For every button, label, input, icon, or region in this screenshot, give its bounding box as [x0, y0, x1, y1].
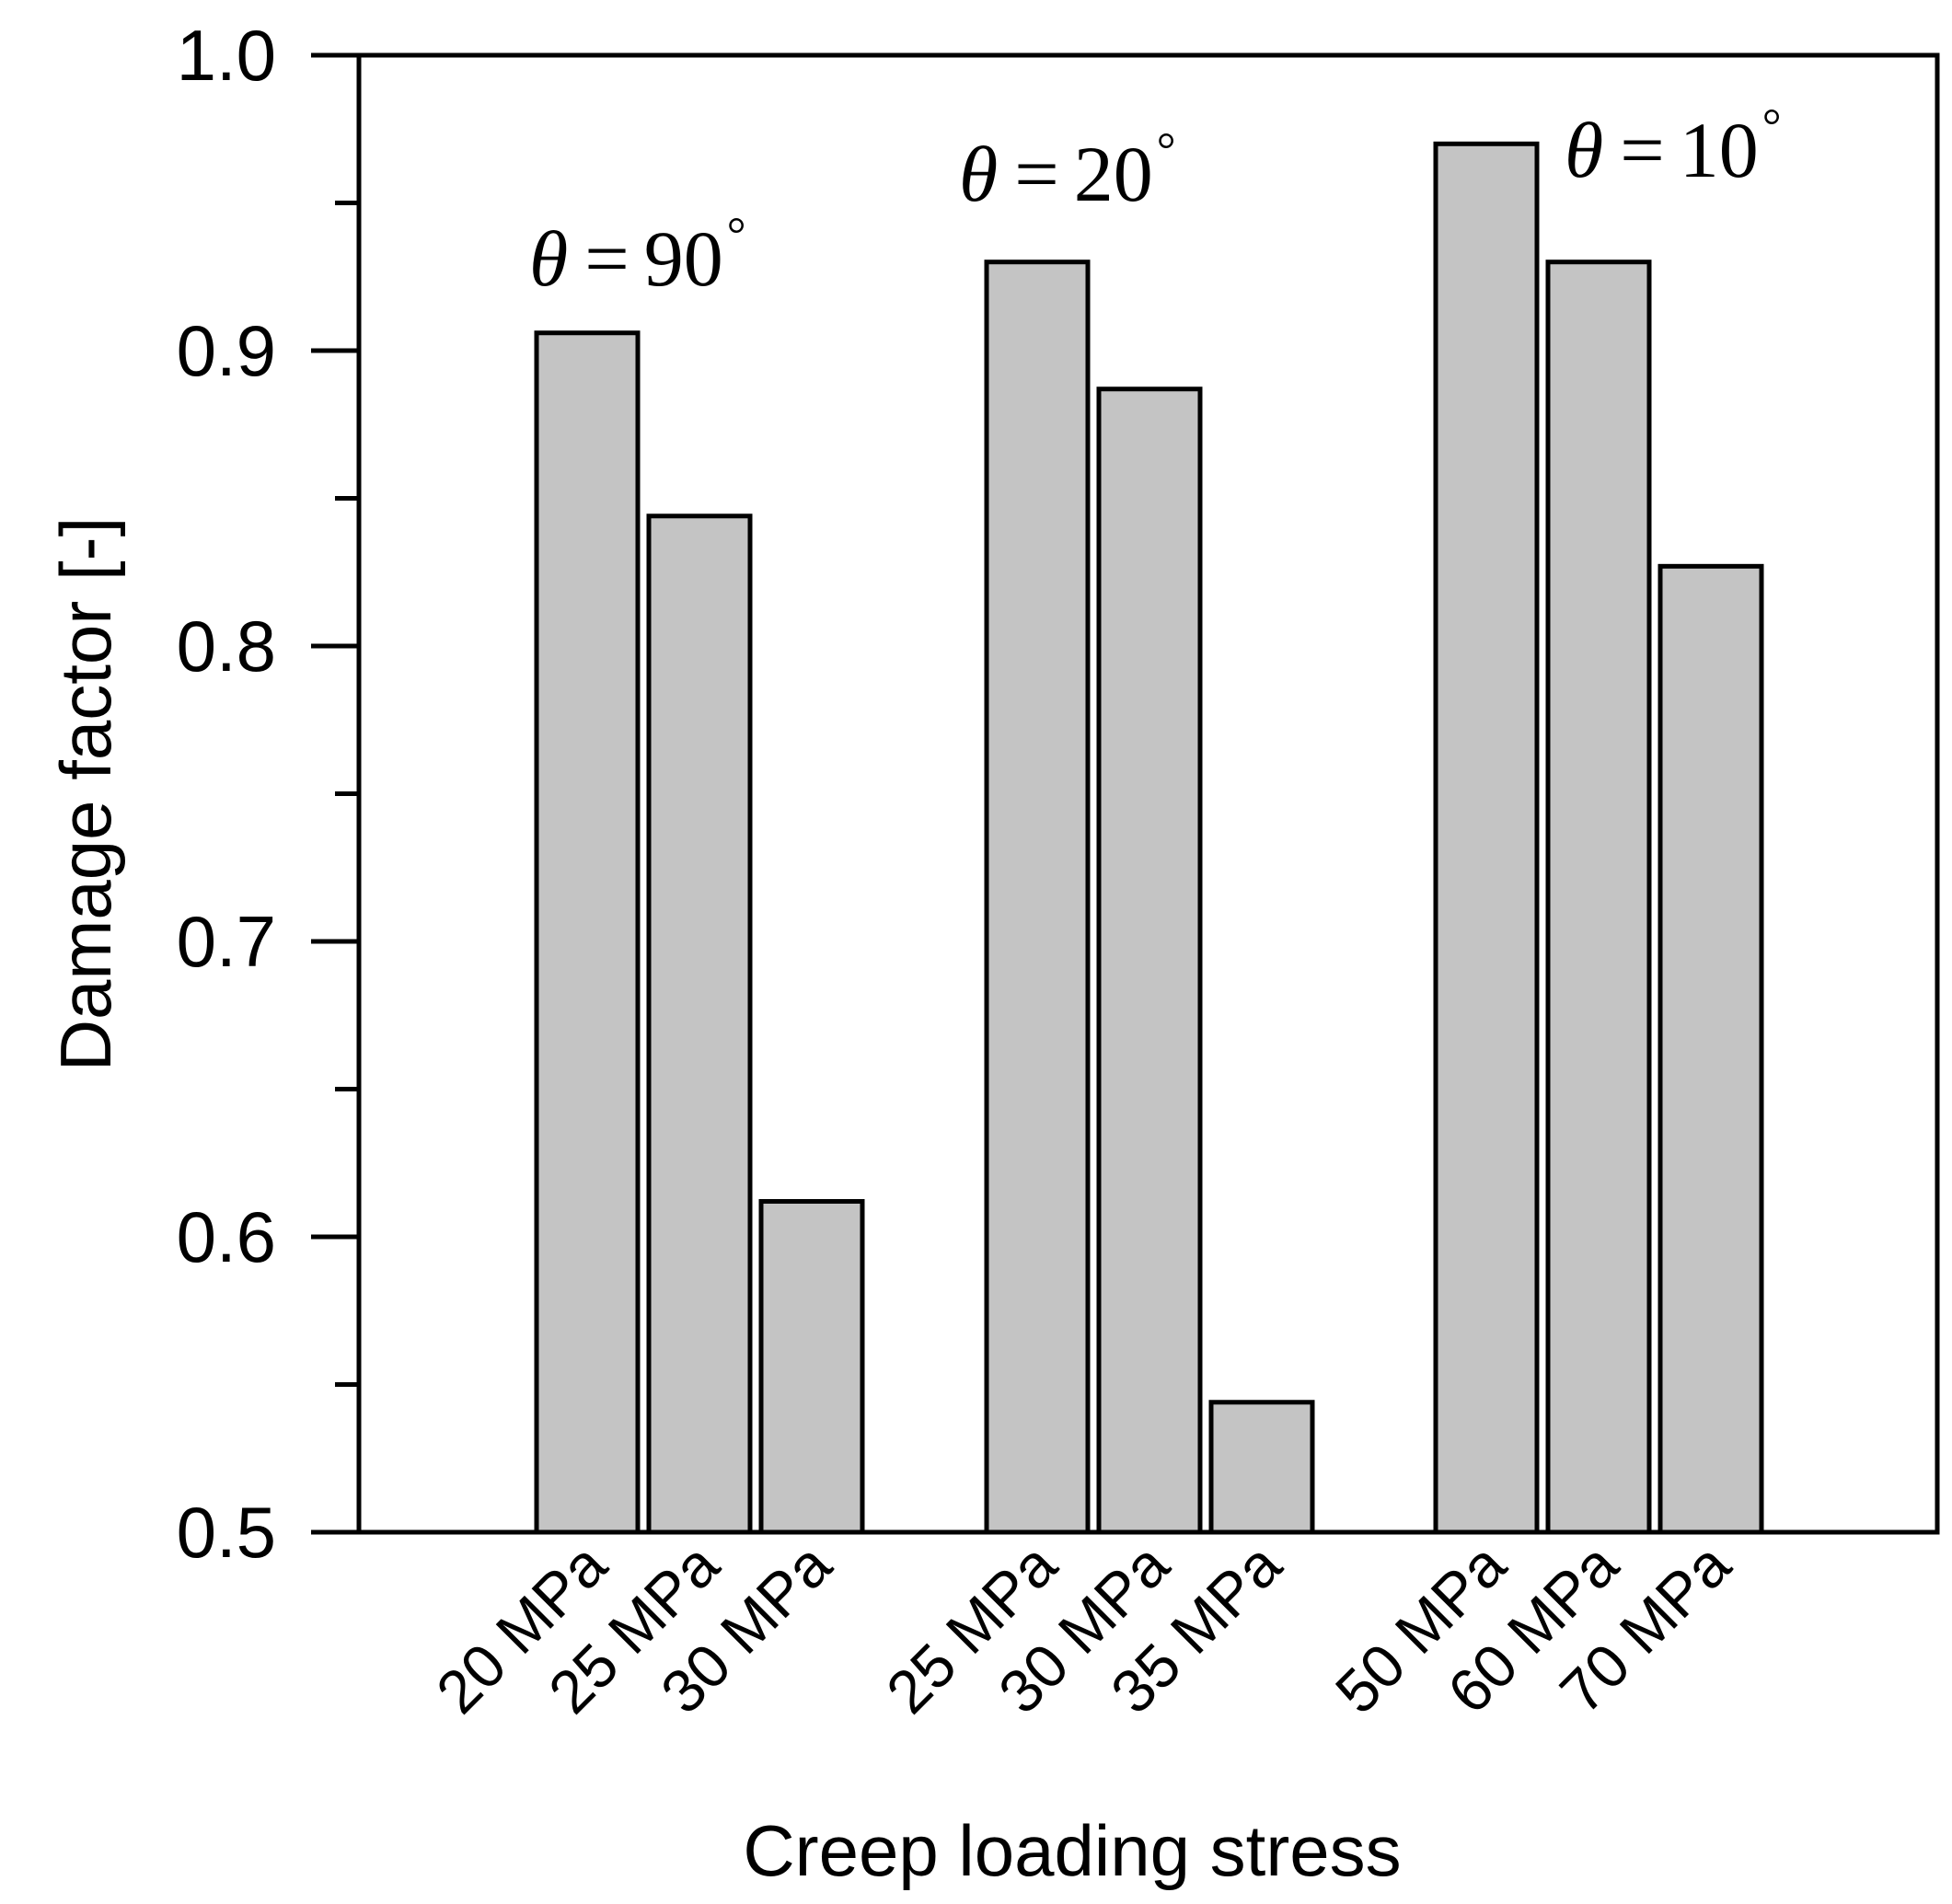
x-axis-title: Creep loading stress — [743, 1810, 1401, 1891]
group-annotation: θ = 20° — [959, 124, 1176, 218]
y-axis-title: Damage factor [-] — [45, 517, 126, 1072]
bars-layer — [534, 141, 1764, 1535]
group-annotation: θ = 10° — [1565, 100, 1782, 194]
theta-symbol: θ — [959, 130, 998, 218]
y-axis: 0.5 0.6 0.7 0.8 0.9 1.0 — [177, 15, 359, 1573]
y-tick-label: 0.8 — [177, 606, 276, 687]
y-tick-label: 0.5 — [177, 1492, 276, 1573]
annotations-layer: θ = 90°θ = 20° θ = 10° — [529, 100, 1782, 303]
angle-value: 10 — [1680, 106, 1759, 194]
bar — [1657, 563, 1764, 1535]
theta-symbol: θ — [529, 214, 568, 303]
y-tick-label: 1.0 — [177, 15, 276, 96]
y-tick-label: 0.9 — [177, 310, 276, 391]
degree-symbol: ° — [1762, 100, 1782, 153]
bar — [534, 330, 641, 1535]
bar — [984, 260, 1091, 1535]
bar — [1096, 387, 1203, 1535]
y-tick-label: 0.7 — [177, 901, 276, 982]
theta-symbol: θ — [1565, 106, 1603, 194]
bar — [1545, 260, 1652, 1535]
bar — [1208, 1400, 1315, 1535]
y-tick-label: 0.6 — [177, 1196, 276, 1277]
angle-value: 90 — [644, 214, 723, 303]
equals-sign: = — [1014, 130, 1059, 218]
degree-symbol: ° — [1157, 124, 1176, 177]
equals-sign: = — [584, 214, 629, 303]
group-annotation: θ = 90° — [529, 209, 746, 303]
bar — [758, 1198, 865, 1535]
degree-symbol: ° — [727, 209, 746, 261]
angle-value: 20 — [1074, 130, 1153, 218]
equals-sign: = — [1620, 106, 1665, 194]
bar — [1433, 141, 1540, 1535]
bar — [646, 514, 753, 1535]
